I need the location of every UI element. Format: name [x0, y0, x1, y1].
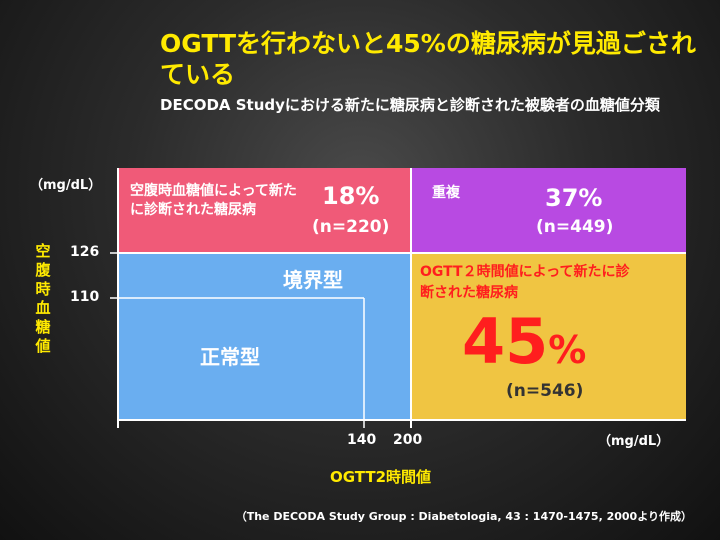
fpg-region-n: (n=220): [312, 217, 390, 237]
fpg-region-percent: 18%: [322, 182, 380, 210]
overlap-percent: 37%: [545, 184, 603, 212]
y-axis-unit: （mg/dL）: [30, 178, 102, 193]
overlap-label: 重複: [432, 185, 460, 201]
page-title: OGTTを行わないと45%の糖尿病が見過ごされている: [160, 29, 696, 89]
x-tick-200: 200: [393, 432, 423, 448]
source-citation: （The DECODA Study Group : Diabetologia, …: [235, 510, 692, 523]
ogtt-region-n: (n=546): [506, 381, 584, 401]
region-ogtt-diagnosed: [411, 253, 686, 420]
overlap-n: (n=449): [536, 217, 614, 237]
region-fpg-diagnosed: [118, 168, 411, 253]
ogtt-region-label: OGTT２時間値によって新たに診断された糖尿病: [420, 264, 630, 301]
page-subtitle: DECODA Studyにおける新たに糖尿病と診断された被験者の血糖値分類: [160, 96, 660, 114]
y-axis-label: 空腹時血糖値: [35, 242, 51, 355]
ogtt-region-percent: 45%: [462, 305, 586, 378]
normal-label: 正常型: [200, 345, 260, 369]
y-tick-110: 110: [70, 289, 100, 305]
y-tick-126: 126: [70, 244, 100, 260]
ogtt-percent-sign: %: [548, 328, 587, 372]
x-axis-label: OGTT2時間値: [330, 468, 432, 486]
fpg-region-label: 空腹時血糖値によって新たに診断された糖尿病: [130, 183, 297, 218]
borderline-label: 境界型: [283, 268, 343, 292]
ogtt-percent-number: 45: [462, 305, 549, 378]
x-axis-unit: （mg/dL）: [598, 434, 670, 449]
x-tick-140: 140: [347, 432, 377, 448]
region-borderline: [118, 253, 411, 420]
region-overlap: [411, 168, 686, 253]
